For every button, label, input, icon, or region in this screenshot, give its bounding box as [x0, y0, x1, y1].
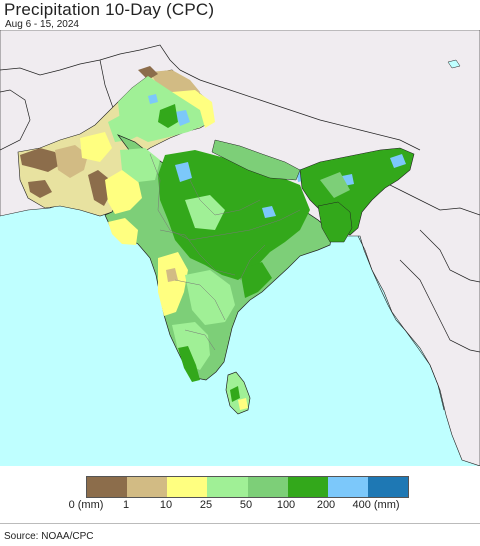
central-india-lightgreen [185, 195, 225, 230]
yellow-patch-pakistan [80, 132, 112, 162]
brown-patch-north [138, 66, 158, 80]
dry-patch-pakistan-south [28, 180, 52, 198]
central-india-blue-2 [262, 206, 276, 218]
legend-tick-label: 10 [159, 499, 173, 511]
rajasthan-yellow [105, 170, 142, 214]
myanmar-coast [357, 235, 445, 411]
kashmir-blue-small [148, 94, 158, 104]
footer-divider [0, 523, 480, 524]
deccan-lightgreen [185, 270, 235, 325]
legend-swatch-1 [127, 477, 168, 497]
legend-tick-label: 400 (mm) [352, 499, 400, 511]
legend-swatch-4 [247, 477, 288, 497]
kerala-darkgreen [178, 346, 200, 382]
precipitation-legend [86, 476, 409, 498]
legend-tick-labels: 0 (mm) 1 10 25 50 100 200 400 (mm) [0, 499, 480, 513]
legend-tick-label: 0 (mm) [68, 499, 104, 511]
deccan-yellow-west [158, 252, 188, 316]
dry-patch-sindh [88, 170, 110, 206]
tibet-lake [447, 59, 461, 69]
legend-swatch-5 [287, 477, 328, 497]
legend-tick-label: 1 [122, 499, 130, 511]
map-date-range: Aug 6 - 15, 2024 [5, 19, 79, 30]
east-coast-darkgreen [240, 262, 272, 298]
kashmir-yellow [172, 90, 215, 128]
sri-lanka-yellow [238, 398, 248, 410]
legend-swatch-6 [327, 477, 368, 497]
dry-patch-pakistan-west [20, 148, 60, 172]
legend-swatch-0 [87, 477, 128, 497]
india-north-kashmir [118, 76, 205, 142]
precipitation-map [0, 30, 480, 466]
legend-tick-label: 200 [316, 499, 336, 511]
central-india-darkgreen [158, 150, 310, 280]
legend-swatch-2 [167, 477, 208, 497]
legend-tick-label: 100 [276, 499, 296, 511]
deccan-tan [166, 268, 178, 282]
northeast-blue-1 [390, 154, 406, 168]
bangladesh [317, 201, 353, 243]
map-title: Precipitation 10-Day (CPC) [4, 0, 215, 19]
gujarat-yellow [108, 218, 138, 245]
country-borders [0, 44, 480, 353]
nepal [211, 139, 301, 181]
northeast-lightgreen [320, 172, 350, 198]
legend-tick-label: 50 [239, 499, 253, 511]
tan-patch-pakistan [55, 145, 88, 178]
rajasthan-lightgreen [120, 148, 160, 182]
source-credit: Source: NOAA/CPC [4, 531, 94, 542]
state-borders [149, 153, 301, 351]
central-india-blue-1 [175, 162, 192, 182]
kashmir-blue [175, 110, 190, 126]
sri-lanka-darkgreen [230, 386, 240, 402]
legend-tick-label: 25 [199, 499, 213, 511]
legend-swatch-7 [367, 477, 408, 497]
kashmir-darkgreen [158, 104, 178, 128]
legend-swatch-3 [207, 477, 248, 497]
